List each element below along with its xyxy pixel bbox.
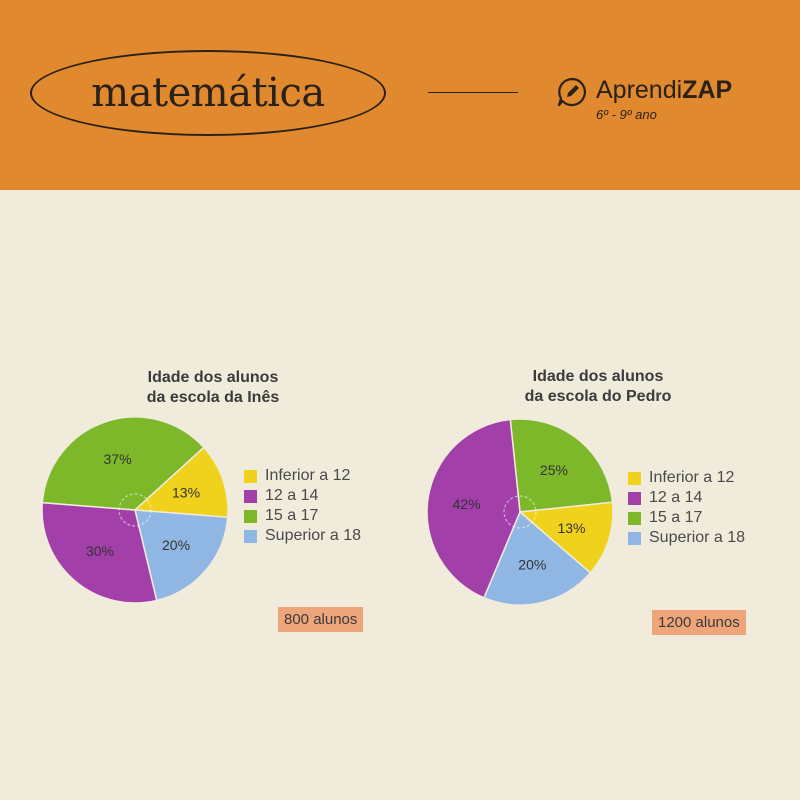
chart-2-pie: 25% 13% 20% 42%: [426, 418, 614, 606]
chart-2-legend-superior-18: Superior a 18: [628, 528, 745, 548]
pie-slice-15-a-17: [41, 416, 205, 511]
legend-swatch: [628, 531, 641, 545]
legend-label: 12 a 14: [265, 487, 319, 504]
legend-label: Inferior a 12: [649, 469, 735, 486]
pie-slice-15-a-17: [509, 418, 614, 513]
legend-label: 15 a 17: [649, 509, 703, 526]
pie-center-ring: [503, 495, 537, 529]
chart-2-title-line-1: Idade dos alunos: [532, 368, 664, 385]
chart-1-legend-15-a-17: 15 a 17: [244, 506, 361, 526]
chart-1-legend-12-a-14: 12 a 14: [244, 486, 361, 506]
brand-name-suffix: ZAP: [682, 76, 733, 104]
pie-slice-12-a-14: [426, 418, 521, 599]
legend-swatch: [628, 491, 641, 505]
legend-label: Inferior a 12: [265, 467, 351, 484]
pie-slice-inferior-12: [133, 446, 229, 519]
pie-label-superior-18: 20%: [518, 557, 546, 573]
chart-2-total-badge: 1200 alunos: [652, 610, 746, 635]
pie-slice-inferior-12: [518, 501, 614, 574]
pie-label-superior-18: 20%: [162, 537, 190, 553]
legend-swatch: [244, 489, 257, 503]
legend-label: Superior a 18: [649, 529, 746, 546]
legend-label: 12 a 14: [649, 489, 703, 506]
chart-1-total-badge: 800 alunos: [278, 607, 364, 632]
legend-swatch: [244, 529, 257, 543]
pie-label-12-a-14: 42%: [453, 496, 481, 512]
subject-title: matemática: [91, 70, 325, 116]
legend-swatch: [628, 511, 641, 525]
subject-pill: matemática: [30, 50, 386, 136]
header-banner: matemática AprendiZAP 6º - 9º ano: [0, 0, 800, 190]
brand-name: AprendiZAP: [596, 76, 732, 105]
legend-swatch: [628, 471, 641, 485]
chart-2-legend-12-a-14: 12 a 14: [628, 488, 745, 508]
pencil-chat-icon: [557, 77, 586, 107]
pie-center-ring: [118, 493, 152, 527]
chart-1-pie: 37% 13% 20% 30%: [41, 416, 229, 604]
chart-2-title-line-2: da escola do Pedro: [524, 388, 672, 405]
pie-slice-superior-18: [134, 509, 229, 602]
chart-1-legend: Inferior a 12 12 a 14 15 a 17 Superior a…: [244, 466, 361, 546]
chart-2-title: Idade dos alunos da escola do Pedro: [498, 367, 698, 407]
legend-swatch: [244, 469, 257, 483]
chart-2-legend-inferior-12: Inferior a 12: [628, 468, 745, 488]
chart-1-legend-inferior-12: Inferior a 12: [244, 466, 361, 486]
chart-2-legend-15-a-17: 15 a 17: [628, 508, 745, 528]
legend-label: 15 a 17: [265, 507, 319, 524]
pie-label-inferior-12: 13%: [172, 485, 200, 501]
legend-swatch: [244, 509, 257, 523]
pie-label-15-a-17: 37%: [104, 451, 132, 467]
pie-slice-12-a-14: [41, 501, 158, 604]
pie-label-inferior-12: 13%: [557, 520, 585, 536]
legend-label: Superior a 18: [265, 527, 362, 544]
brand-name-prefix: Aprendi: [596, 76, 683, 104]
pie-label-12-a-14: 30%: [86, 543, 114, 559]
pie-label-15-a-17: 25%: [540, 462, 568, 478]
chart-1-title: Idade dos alunos da escola da Inês: [118, 368, 308, 408]
chart-1-legend-superior-18: Superior a 18: [244, 526, 361, 546]
chart-1-title-line-1: Idade dos alunos: [147, 369, 279, 386]
chart-2-legend: Inferior a 12 12 a 14 15 a 17 Superior a…: [628, 468, 745, 548]
chart-1-title-line-2: da escola da Inês: [146, 389, 280, 406]
brand-grade: 6º - 9º ano: [596, 107, 657, 122]
header-divider: [428, 92, 518, 93]
